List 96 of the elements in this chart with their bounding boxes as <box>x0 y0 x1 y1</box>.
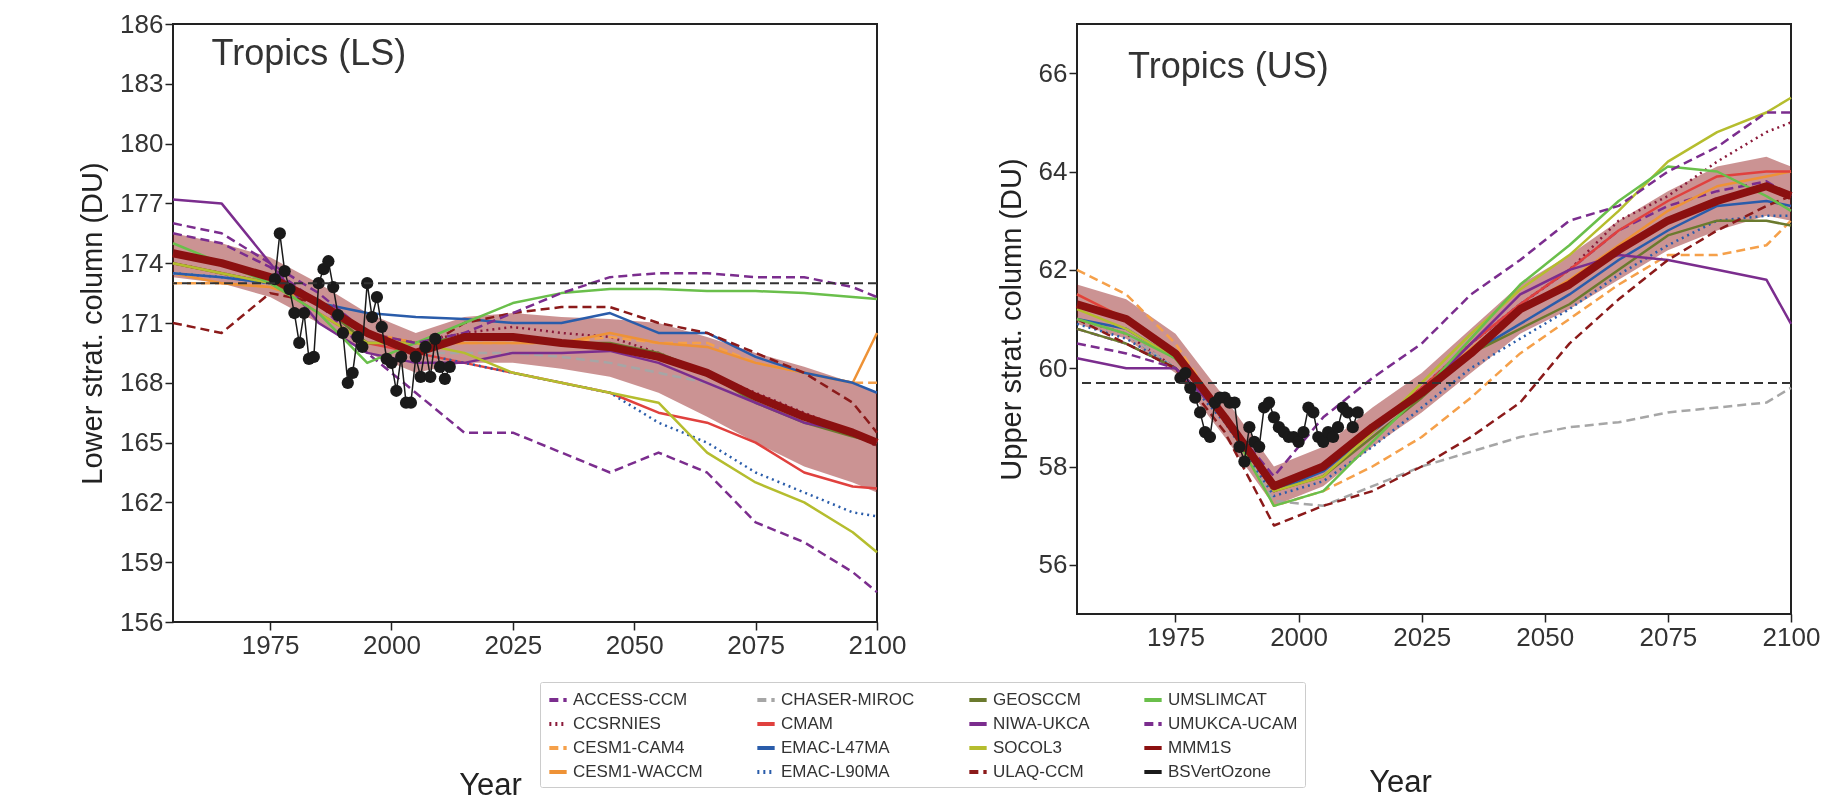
y-tick-label: 56 <box>1038 549 1068 580</box>
point <box>419 340 432 354</box>
point <box>443 360 456 373</box>
x-tick-label: 2075 <box>727 629 786 660</box>
point <box>1331 421 1345 434</box>
y-tick-label: 177 <box>120 187 164 218</box>
point <box>1203 430 1217 444</box>
legend-label: UMSLIMCAT <box>1168 690 1267 709</box>
point <box>1346 421 1359 434</box>
point <box>1184 381 1197 394</box>
y-tick-label: 58 <box>1038 451 1068 481</box>
point <box>1297 425 1310 439</box>
point <box>322 255 335 268</box>
legend-label: ACCESS-CCM <box>573 690 688 709</box>
x-tick-label: 1975 <box>241 629 300 660</box>
text: Tropics (US) <box>1128 45 1329 86</box>
legend-label: NIWA-UKCA <box>993 714 1091 733</box>
x-tick-label: 2050 <box>1516 621 1575 652</box>
point <box>346 366 359 379</box>
y-tick-label: 162 <box>120 486 164 517</box>
legend-label: CESM1-CAM4 <box>573 738 685 757</box>
point <box>297 306 311 320</box>
point <box>1317 435 1330 449</box>
y-axis-title: Upper strat. column (DU) <box>994 158 1027 481</box>
x-tick-label: 2100 <box>848 629 907 660</box>
y-tick-label: 64 <box>1038 156 1068 186</box>
x-axis-title: Year <box>1369 763 1432 799</box>
point <box>1243 421 1256 434</box>
point <box>1233 440 1246 453</box>
legend-label: MMM1S <box>1168 738 1232 757</box>
point <box>409 350 422 363</box>
point <box>273 227 286 240</box>
legend-label: ULAQ-CCM <box>993 762 1084 781</box>
point <box>1351 406 1364 419</box>
y-tick-label: 60 <box>1038 352 1068 383</box>
y-tick-label: 183 <box>120 68 164 99</box>
point <box>327 281 340 294</box>
y-tick-label: 174 <box>120 247 164 278</box>
x-tick-label: 2000 <box>363 629 421 660</box>
legend-label: BSVertOzone <box>1168 762 1272 781</box>
y-tick-label: 180 <box>120 128 164 159</box>
y-tick-label: 66 <box>1038 57 1068 88</box>
legend-label: GEOSCCM <box>993 690 1081 709</box>
y-axis-title: Lower strat. column (DU) <box>76 162 109 485</box>
legend-label: UMUKCA-UCAM <box>1168 714 1298 733</box>
legend-label: CHASER-MIROC <box>781 690 915 709</box>
point <box>293 336 306 350</box>
point <box>341 376 354 389</box>
y-tick-label: 156 <box>120 606 164 637</box>
legend-label: CMAM <box>781 714 833 733</box>
point <box>1267 411 1281 424</box>
point <box>278 265 291 278</box>
legend-label: CCSRNIES <box>573 714 661 733</box>
point <box>1307 406 1320 419</box>
chart-title: Tropics (LS) <box>211 32 407 73</box>
point <box>351 330 364 344</box>
point <box>1292 435 1305 449</box>
x-tick-label: 2000 <box>1270 621 1329 652</box>
point <box>283 283 296 296</box>
y-tick-label: 171 <box>120 307 164 338</box>
point <box>268 273 282 286</box>
y-tick-label: 165 <box>120 427 164 458</box>
y-tick-label: 168 <box>120 367 164 398</box>
point <box>1326 430 1340 444</box>
point <box>424 370 437 383</box>
point <box>336 326 350 340</box>
point <box>1189 391 1202 404</box>
point <box>429 332 442 346</box>
x-tick-label: 2025 <box>484 629 543 660</box>
legend-label: EMAC-L90MA <box>781 762 891 781</box>
point <box>370 290 384 304</box>
y-tick-label: 62 <box>1038 254 1068 285</box>
point <box>438 372 452 385</box>
x-tick-label: 2025 <box>1393 621 1452 652</box>
y-tick-label: 159 <box>120 546 164 577</box>
point <box>1262 396 1276 409</box>
point <box>1193 406 1207 419</box>
point <box>1253 440 1266 453</box>
point <box>390 384 403 397</box>
x-axis-title: Year <box>459 766 522 801</box>
y-tick-label: 186 <box>120 8 164 39</box>
point <box>331 308 345 322</box>
legend-label: CESM1-WACCM <box>573 762 703 781</box>
x-tick-label: 2075 <box>1639 621 1698 652</box>
point <box>1179 366 1192 380</box>
point <box>385 356 398 369</box>
x-tick-label: 1975 <box>1147 621 1205 652</box>
x-tick-label: 2050 <box>605 629 664 660</box>
point <box>395 350 408 363</box>
legend-label: EMAC-L47MA <box>781 738 891 757</box>
point <box>356 340 369 354</box>
point <box>375 320 388 334</box>
point <box>365 310 379 324</box>
x-tick-label: 2100 <box>1762 621 1821 652</box>
point <box>1238 455 1251 468</box>
legend-label: SOCOL3 <box>993 738 1062 757</box>
